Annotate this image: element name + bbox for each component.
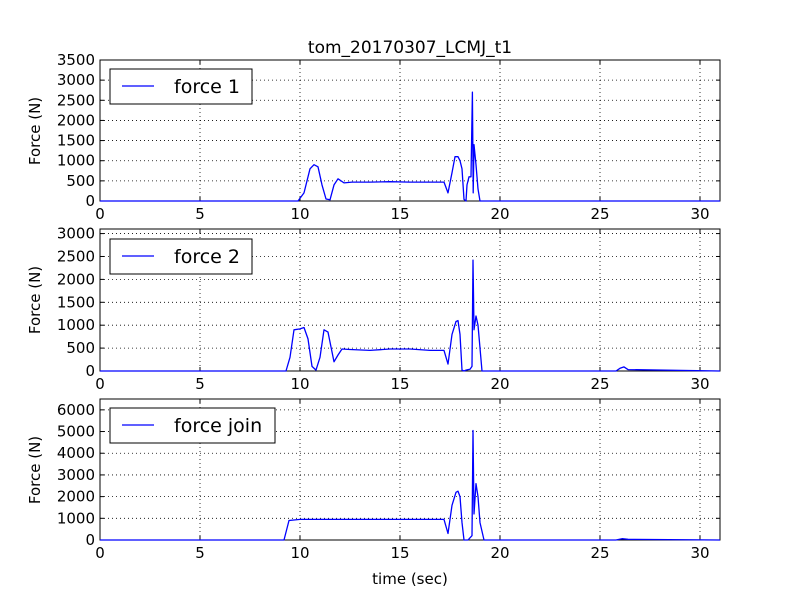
y-tick-label: 3000	[57, 225, 95, 243]
y-tick-label: 0	[85, 362, 95, 380]
x-axis-label: time (sec)	[372, 570, 448, 588]
y-tick-label: 3500	[57, 51, 95, 69]
x-tick-label: 0	[95, 375, 105, 393]
chart-title: tom_20170307_LCMJ_t1	[308, 38, 512, 58]
y-tick-label: 2500	[57, 247, 95, 265]
panel-force-1: 0 5 10 15 20 25 300500100015002000250030003500…	[26, 51, 721, 223]
y-tick-label: 3000	[57, 71, 95, 89]
x-tick-label: 5	[195, 544, 205, 562]
series-line-force-1	[100, 91, 720, 202]
y-tick-label: 500	[66, 339, 95, 357]
x-tick-label: 0	[95, 544, 105, 562]
x-tick-label: 0	[95, 205, 105, 223]
x-tick-label: 5	[195, 205, 205, 223]
y-tick-label: 2000	[57, 111, 95, 129]
x-tick-label: 15	[390, 375, 409, 393]
y-tick-label: 1500	[57, 132, 95, 150]
x-tick-label: 15	[390, 544, 409, 562]
x-tick-label: 20	[490, 375, 509, 393]
legend-force-1: force 1	[109, 68, 253, 105]
series-line-force-join	[100, 429, 721, 541]
x-tick-label: 20	[490, 544, 509, 562]
y-tick-label: 1000	[57, 509, 95, 527]
x-tick-label: 5	[195, 375, 205, 393]
x-tick-label: 15	[390, 205, 409, 223]
y-axis-label-force-2: Force (N)	[26, 266, 44, 334]
y-axis-label-force-1: Force (N)	[26, 97, 44, 165]
y-tick-label: 1500	[57, 293, 95, 311]
legend-label-force-2: force 2	[174, 246, 240, 268]
y-tick-label: 4000	[57, 444, 95, 462]
x-tick-label: 25	[590, 375, 609, 393]
x-tick-label: 30	[690, 375, 709, 393]
x-tick-label: 20	[490, 205, 509, 223]
legend-force-join: force join	[109, 407, 276, 444]
legend-force-2: force 2	[109, 238, 253, 275]
x-tick-label: 10	[290, 375, 309, 393]
y-tick-label: 0	[85, 192, 95, 210]
y-tick-label: 6000	[57, 401, 95, 419]
y-tick-label: 2000	[57, 270, 95, 288]
y-tick-label: 1000	[57, 316, 95, 334]
y-tick-label: 500	[66, 172, 95, 190]
legend-label-force-1: force 1	[174, 76, 240, 98]
series-line-force-2	[100, 259, 721, 372]
y-tick-label: 1000	[57, 152, 95, 170]
y-tick-label: 5000	[57, 423, 95, 441]
y-tick-label: 0	[85, 531, 95, 549]
y-tick-label: 3000	[57, 466, 95, 484]
x-tick-label: 10	[290, 544, 309, 562]
x-tick-label: 25	[590, 205, 609, 223]
x-tick-label: 10	[290, 205, 309, 223]
y-tick-label: 2500	[57, 91, 95, 109]
y-axis-label-force-join: Force (N)	[26, 436, 44, 504]
x-tick-label: 30	[690, 544, 709, 562]
y-tick-label: 2000	[57, 488, 95, 506]
x-tick-label: 25	[590, 544, 609, 562]
x-tick-label: 30	[690, 205, 709, 223]
legend-label-force-join: force join	[174, 415, 262, 437]
ticks-force-2	[99, 229, 720, 372]
